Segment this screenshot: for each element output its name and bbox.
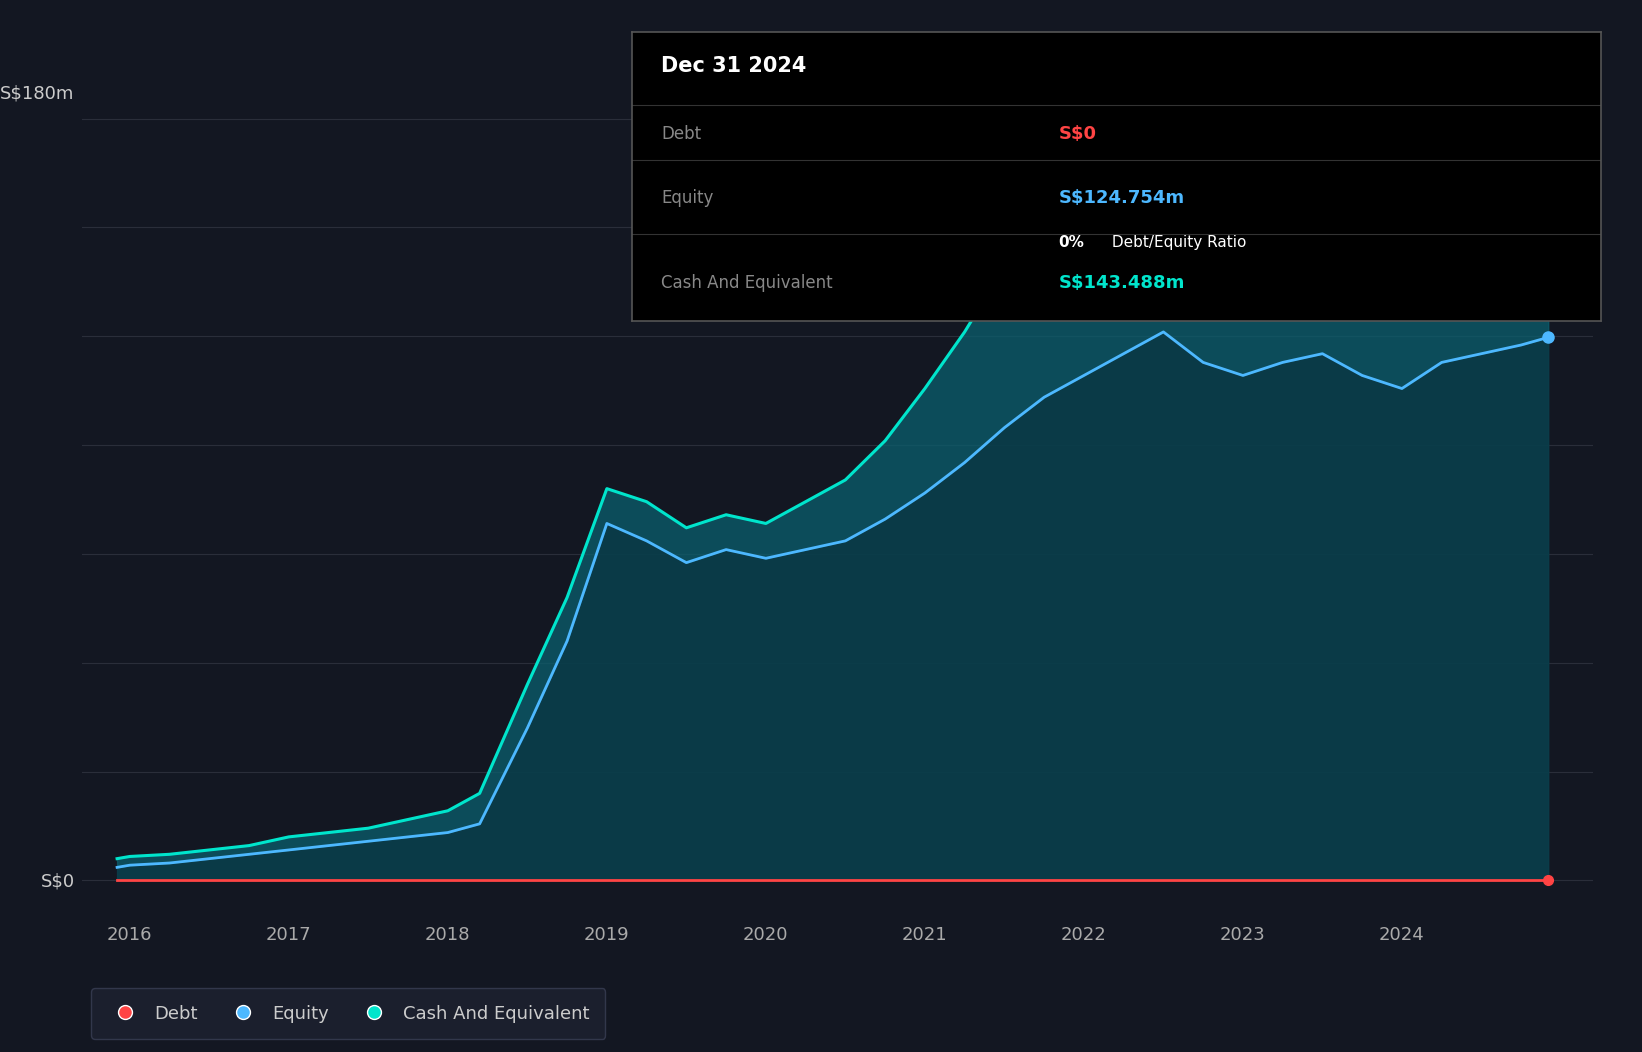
Text: Equity: Equity: [662, 189, 714, 207]
Text: S$124.754m: S$124.754m: [1059, 189, 1184, 207]
Text: S$0: S$0: [41, 873, 74, 891]
Legend: Debt, Equity, Cash And Equivalent: Debt, Equity, Cash And Equivalent: [90, 988, 606, 1038]
Text: Debt: Debt: [662, 125, 701, 143]
Text: S$180m: S$180m: [0, 84, 74, 102]
Text: 0%: 0%: [1059, 236, 1084, 250]
Text: S$143.488m: S$143.488m: [1059, 275, 1186, 292]
Text: Dec 31 2024: Dec 31 2024: [662, 56, 806, 77]
Text: Cash And Equivalent: Cash And Equivalent: [662, 275, 832, 292]
Text: S$0: S$0: [1059, 125, 1097, 143]
Text: Debt/Equity Ratio: Debt/Equity Ratio: [1107, 236, 1246, 250]
